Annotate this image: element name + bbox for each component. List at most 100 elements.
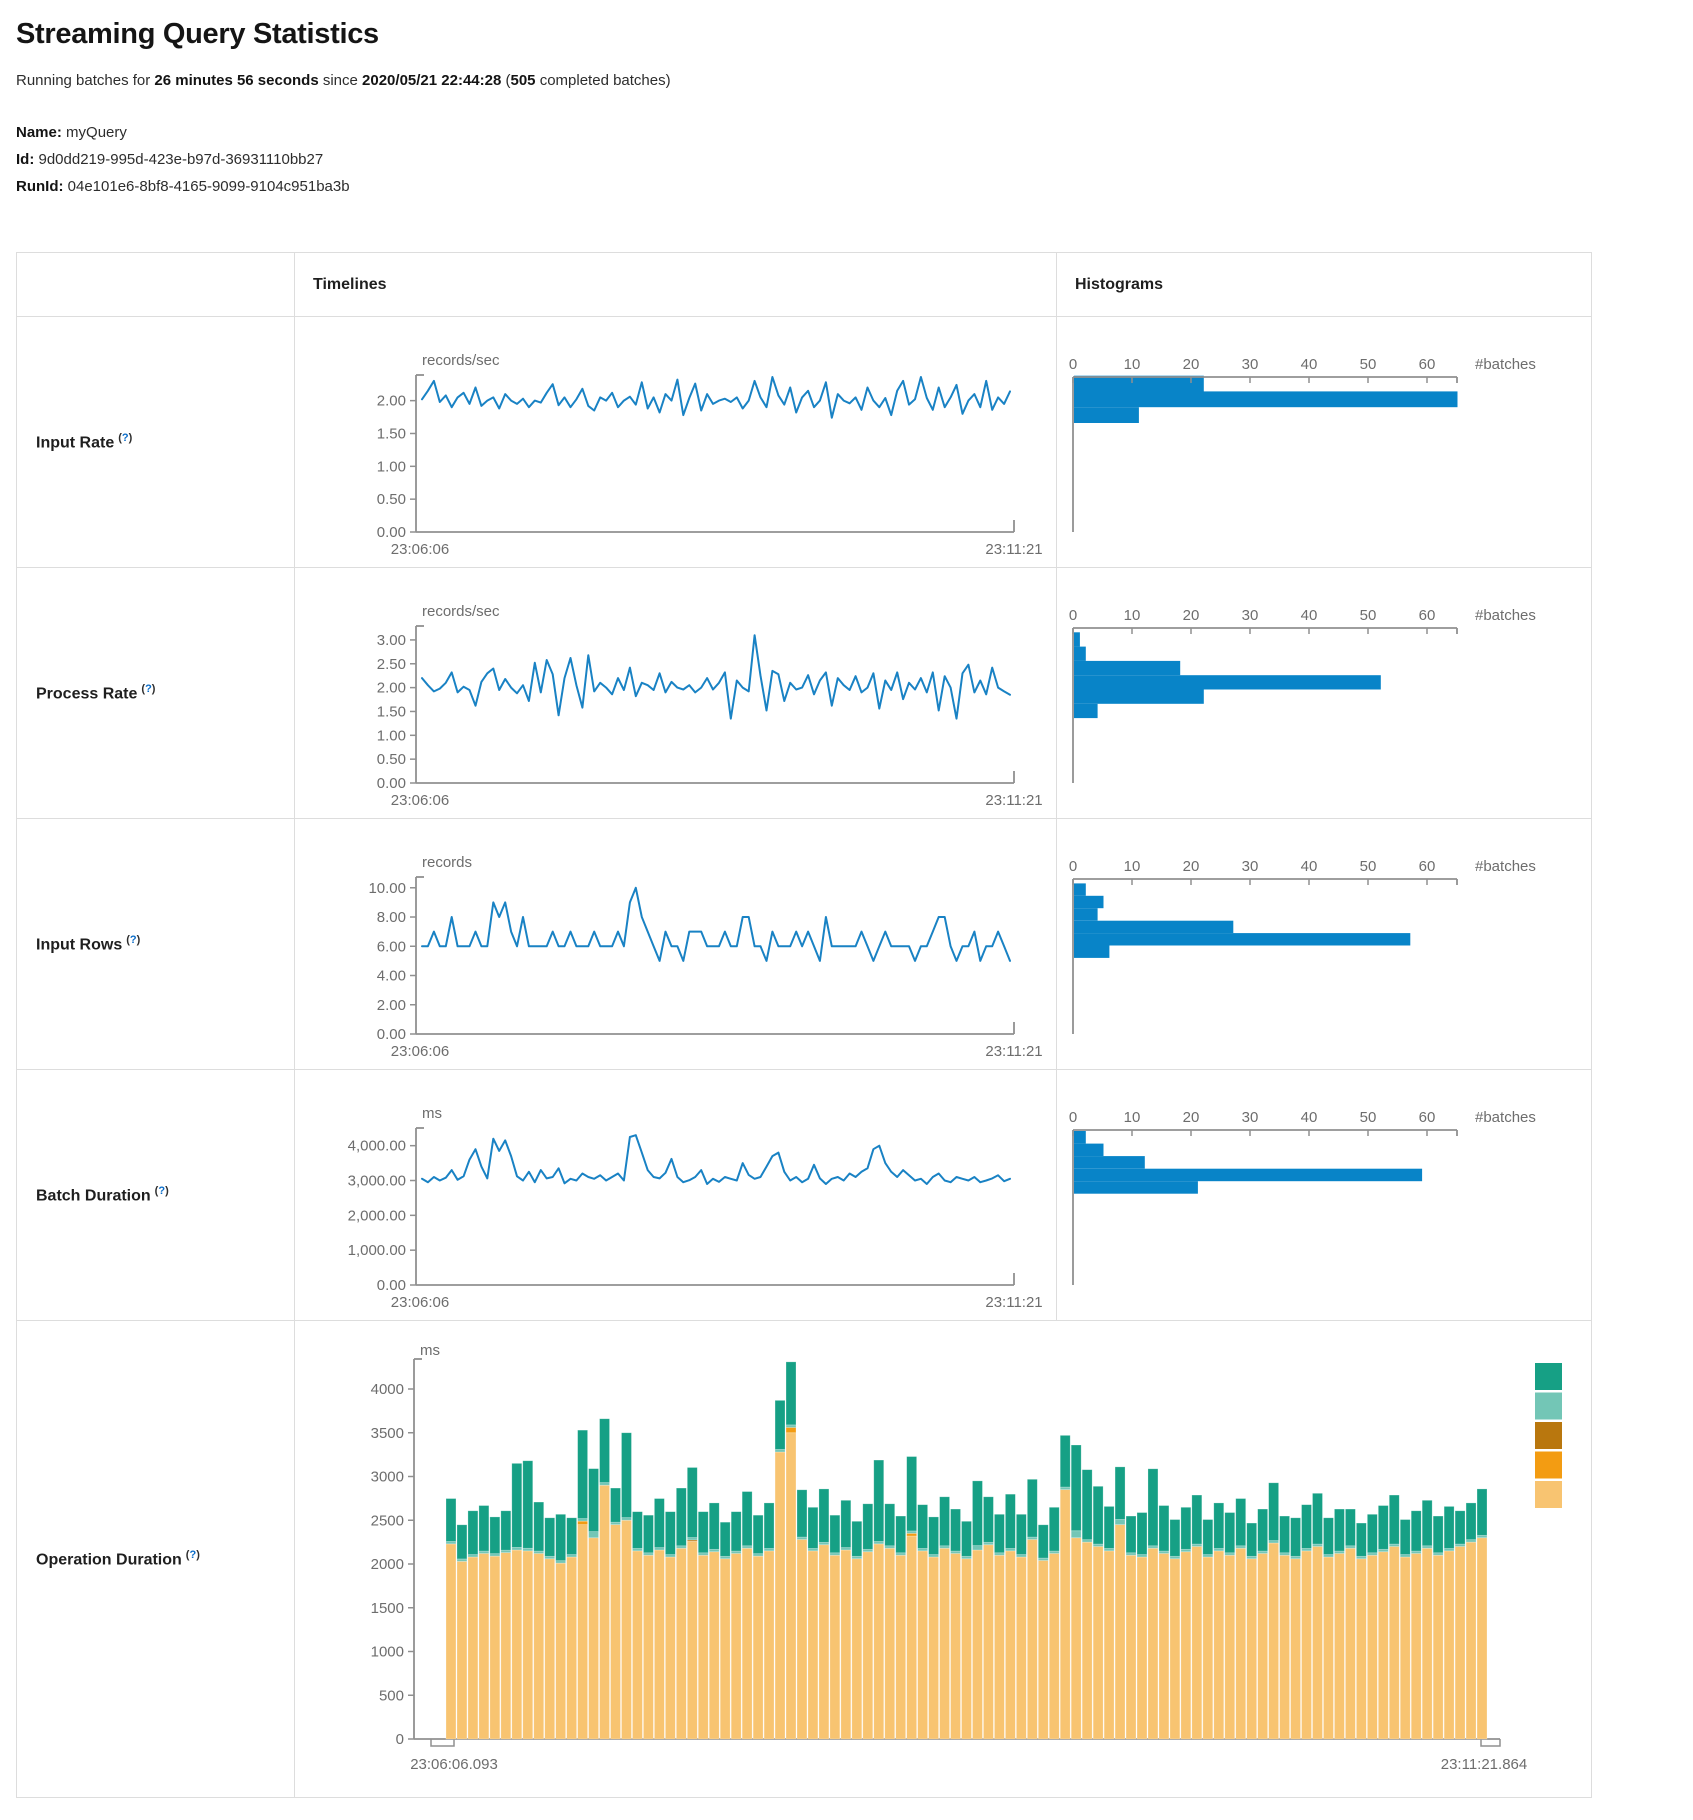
query-runid-line: RunId: 04e101e6-8bf8-4165-9099-9104c951b… bbox=[16, 178, 350, 195]
timelines-column-header: Timelines bbox=[294, 252, 1057, 317]
input-rate-timeline-cell: records/sec 0.00 0.50 1.00 1.50 2.00 23:06:06 2… bbox=[294, 316, 1057, 568]
legend-swatch bbox=[1535, 1422, 1562, 1449]
svg-text:30: 30 bbox=[1242, 356, 1259, 373]
svg-text:50: 50 bbox=[1360, 607, 1377, 624]
input-rate-histogram-cell: 0 10 20 30 40 50 60 #batches bbox=[1056, 316, 1592, 568]
metric-row-input-rate: Input Rate (?) records/sec 0.00 0.50 1.00 1.50… bbox=[16, 316, 1592, 568]
metric-name: Input Rate bbox=[36, 434, 115, 452]
metric-row-batch-duration: Batch Duration (?) ms 0.00 1,000.00 2,000.00 3… bbox=[16, 1069, 1592, 1321]
svg-text:23:06:06: 23:06:06 bbox=[391, 1294, 449, 1311]
input-rows-timeline-chart: records 0.00 2.00 4.00 6.00 8.00 10.00 23:06:06… bbox=[368, 854, 1042, 1060]
svg-text:ms: ms bbox=[420, 1342, 440, 1359]
svg-text:23:11:21: 23:11:21 bbox=[985, 541, 1042, 558]
help-icon[interactable]: (?) bbox=[185, 1548, 200, 1561]
svg-text:2500: 2500 bbox=[371, 1512, 404, 1529]
svg-text:20: 20 bbox=[1183, 356, 1200, 373]
help-icon[interactable]: (?) bbox=[126, 933, 141, 946]
query-meta: Name: myQuery Id: 9d0dd219-995d-423e-b97d… bbox=[16, 119, 1677, 200]
metric-label-input-rate: Input Rate (?) bbox=[16, 316, 295, 568]
svg-text:0: 0 bbox=[1069, 858, 1077, 875]
metric-row-input-rows: Input Rows (?) records 0.00 2.00 4.00 6.00 8.00… bbox=[16, 818, 1592, 1070]
operation-duration-cell: ms 0 500 1000 1500 2000 2500 3000 3500 4000 23:06:… bbox=[294, 1320, 1592, 1798]
svg-text:3000: 3000 bbox=[371, 1469, 404, 1486]
svg-text:60: 60 bbox=[1419, 607, 1436, 624]
metric-column-header bbox=[16, 252, 295, 317]
help-icon[interactable]: (?) bbox=[154, 1184, 169, 1197]
histograms-column-header: Histograms bbox=[1056, 252, 1592, 317]
svg-text:2.00: 2.00 bbox=[377, 680, 406, 697]
svg-text:3500: 3500 bbox=[371, 1425, 404, 1442]
help-icon[interactable]: (?) bbox=[141, 682, 156, 695]
svg-text:50: 50 bbox=[1360, 858, 1377, 875]
svg-text:4.00: 4.00 bbox=[377, 968, 406, 985]
svg-text:#batches: #batches bbox=[1475, 356, 1536, 373]
svg-text:23:06:06: 23:06:06 bbox=[391, 541, 449, 558]
svg-text:1.50: 1.50 bbox=[377, 425, 406, 442]
process-rate-timeline-chart: records/sec 0.00 0.50 1.00 1.50 2.00 2.50 3.00 2… bbox=[377, 603, 1043, 809]
input-rate-histogram-chart: 0 10 20 30 40 50 60 #batches bbox=[1069, 356, 1536, 532]
svg-text:23:11:21.864: 23:11:21.864 bbox=[1441, 1756, 1527, 1773]
svg-text:6.00: 6.00 bbox=[377, 938, 406, 955]
svg-text:10: 10 bbox=[1124, 356, 1141, 373]
batch-duration-timeline-cell: ms 0.00 1,000.00 2,000.00 3,000.00 4,000.00 23… bbox=[294, 1069, 1057, 1321]
metric-row-process-rate: Process Rate (?) records/sec 0.00 0.50 1.00 1.… bbox=[16, 567, 1592, 819]
batch-duration-timeline-chart: ms 0.00 1,000.00 2,000.00 3,000.00 4,000.00 23… bbox=[348, 1105, 1043, 1311]
stats-table-body: Input Rate (?) records/sec 0.00 0.50 1.00 1.50… bbox=[16, 316, 1592, 1798]
svg-text:50: 50 bbox=[1360, 1109, 1377, 1126]
metric-label-operation-duration: Operation Duration (?) bbox=[16, 1320, 295, 1798]
svg-text:0: 0 bbox=[396, 1731, 404, 1748]
svg-text:ms: ms bbox=[422, 1105, 442, 1122]
svg-text:1.50: 1.50 bbox=[377, 703, 406, 720]
svg-text:10: 10 bbox=[1124, 1109, 1141, 1126]
svg-text:40: 40 bbox=[1301, 1109, 1318, 1126]
svg-text:23:11:21: 23:11:21 bbox=[985, 792, 1042, 809]
metric-label-input-rows: Input Rows (?) bbox=[16, 818, 295, 1070]
legend-swatch bbox=[1535, 1451, 1562, 1479]
svg-text:0: 0 bbox=[1069, 356, 1077, 373]
svg-text:30: 30 bbox=[1242, 858, 1259, 875]
svg-text:23:06:06.093: 23:06:06.093 bbox=[410, 1756, 498, 1773]
svg-text:20: 20 bbox=[1183, 607, 1200, 624]
operation-duration-stacked-chart: ms 0 500 1000 1500 2000 2500 3000 3500 4000 23:06:… bbox=[371, 1342, 1562, 1773]
input-rows-histogram-chart: 0 10 20 30 40 50 60 #batches bbox=[1069, 858, 1536, 1034]
svg-text:records: records bbox=[422, 854, 472, 871]
svg-text:0: 0 bbox=[1069, 607, 1077, 624]
running-batches-line: Running batches for 26 minutes 56 second… bbox=[16, 72, 671, 89]
metric-name: Input Rows bbox=[36, 936, 123, 954]
svg-text:0.00: 0.00 bbox=[377, 1277, 406, 1294]
svg-text:40: 40 bbox=[1301, 356, 1318, 373]
svg-text:8.00: 8.00 bbox=[377, 909, 406, 926]
svg-text:1.00: 1.00 bbox=[377, 727, 406, 744]
svg-text:3,000.00: 3,000.00 bbox=[348, 1173, 406, 1190]
table-header-row: Timelines Histograms bbox=[16, 252, 1592, 317]
svg-text:0.50: 0.50 bbox=[377, 751, 406, 768]
svg-text:60: 60 bbox=[1419, 858, 1436, 875]
process-rate-timeline-cell: records/sec 0.00 0.50 1.00 1.50 2.00 2.50 3.00 2… bbox=[294, 567, 1057, 819]
svg-text:40: 40 bbox=[1301, 858, 1318, 875]
metric-name: Process Rate bbox=[36, 685, 138, 703]
query-name-line: Name: myQuery bbox=[16, 124, 127, 141]
svg-text:30: 30 bbox=[1242, 1109, 1259, 1126]
svg-text:2.00: 2.00 bbox=[377, 997, 406, 1014]
metric-label-batch-duration: Batch Duration (?) bbox=[16, 1069, 295, 1321]
input-rows-histogram-cell: 0 10 20 30 40 50 60 #batches bbox=[1056, 818, 1592, 1070]
svg-text:#batches: #batches bbox=[1475, 1109, 1536, 1126]
svg-text:30: 30 bbox=[1242, 607, 1259, 624]
process-rate-histogram-chart: 0 10 20 30 40 50 60 #batches bbox=[1069, 607, 1536, 783]
svg-text:10: 10 bbox=[1124, 607, 1141, 624]
batch-duration-histogram-cell: 0 10 20 30 40 50 60 #batches bbox=[1056, 1069, 1592, 1321]
svg-text:23:06:06: 23:06:06 bbox=[391, 792, 449, 809]
svg-text:20: 20 bbox=[1183, 858, 1200, 875]
metric-name: Batch Duration bbox=[36, 1187, 151, 1205]
svg-text:23:06:06: 23:06:06 bbox=[391, 1043, 449, 1060]
svg-text:records/sec: records/sec bbox=[422, 603, 500, 620]
svg-text:records/sec: records/sec bbox=[422, 352, 500, 369]
help-icon[interactable]: (?) bbox=[118, 431, 133, 444]
metric-row-operation-duration: Operation Duration (?) ms 0 500 1000 1500 2000 2… bbox=[16, 1320, 1592, 1798]
legend-swatch bbox=[1535, 1481, 1562, 1508]
svg-text:4,000.00: 4,000.00 bbox=[348, 1138, 406, 1155]
svg-text:0.50: 0.50 bbox=[377, 491, 406, 508]
process-rate-histogram-cell: 0 10 20 30 40 50 60 #batches bbox=[1056, 567, 1592, 819]
metric-label-process-rate: Process Rate (?) bbox=[16, 567, 295, 819]
svg-text:#batches: #batches bbox=[1475, 607, 1536, 624]
